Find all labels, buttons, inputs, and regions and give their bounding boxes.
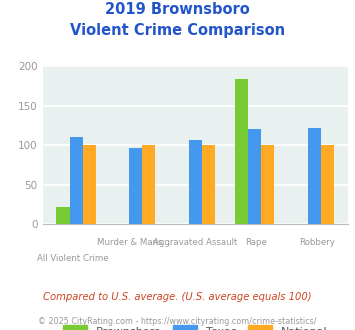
Bar	[261, 145, 274, 224]
Legend: Brownsboro, Texas, National: Brownsboro, Texas, National	[62, 325, 328, 330]
Text: Compared to U.S. average. (U.S. average equals 100): Compared to U.S. average. (U.S. average …	[43, 292, 312, 302]
Bar	[56, 207, 70, 224]
Text: Violent Crime Comparison: Violent Crime Comparison	[70, 23, 285, 38]
Bar	[321, 145, 334, 224]
Bar	[308, 128, 321, 224]
Bar	[83, 145, 96, 224]
Text: Murder & Mans...: Murder & Mans...	[97, 238, 171, 247]
Bar	[248, 129, 261, 224]
Bar	[70, 137, 83, 224]
Bar	[235, 80, 248, 224]
Text: Aggravated Assault: Aggravated Assault	[153, 238, 237, 247]
Bar	[129, 148, 142, 224]
Text: © 2025 CityRating.com - https://www.cityrating.com/crime-statistics/: © 2025 CityRating.com - https://www.city…	[38, 317, 317, 326]
Bar	[142, 145, 155, 224]
Text: Robbery: Robbery	[299, 238, 335, 247]
Text: 2019 Brownsboro: 2019 Brownsboro	[105, 2, 250, 16]
Text: Rape: Rape	[245, 238, 267, 247]
Bar	[189, 141, 202, 224]
Text: All Violent Crime: All Violent Crime	[37, 254, 109, 263]
Bar	[202, 145, 215, 224]
